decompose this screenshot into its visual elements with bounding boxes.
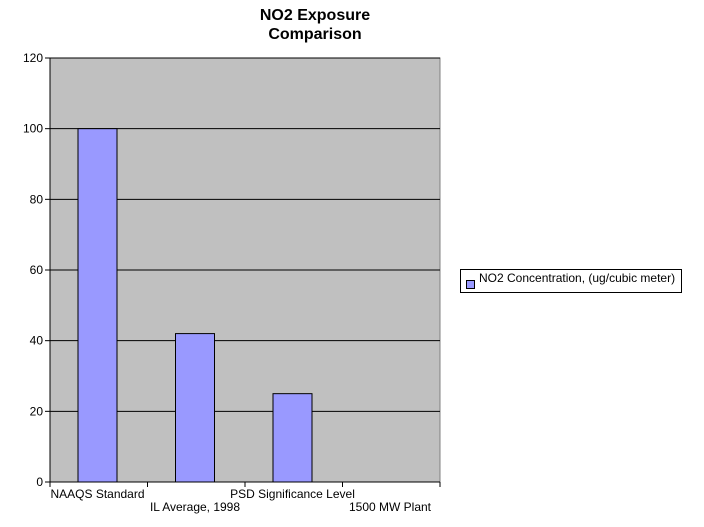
chart-title: NO2 Exposure Comparison bbox=[200, 6, 430, 44]
legend-label: NO2 Concentration, (ug/cubic meter) bbox=[479, 271, 676, 285]
y-tick-label: 60 bbox=[30, 263, 44, 277]
y-axis-ticks: 0 20 40 60 80 100 120 bbox=[23, 51, 50, 489]
y-tick-label: 80 bbox=[30, 192, 44, 206]
y-tick-label: 100 bbox=[23, 122, 43, 136]
y-tick-label: 0 bbox=[36, 475, 43, 489]
bar bbox=[272, 393, 313, 483]
y-tick-label: 20 bbox=[30, 404, 44, 418]
legend-swatch bbox=[466, 280, 475, 289]
chart-title-line-2: Comparison bbox=[268, 26, 362, 43]
axes bbox=[49, 58, 441, 487]
y-tick-label: 40 bbox=[30, 334, 44, 348]
y-tick-label: 120 bbox=[23, 51, 43, 65]
bar bbox=[77, 128, 118, 483]
bar-series bbox=[77, 128, 313, 483]
x-tick-label: NAAQS Standard bbox=[50, 487, 144, 501]
x-tick-label: 1500 MW Plant bbox=[349, 500, 432, 514]
x-tick-label: IL Average, 1998 bbox=[150, 500, 240, 514]
bar bbox=[175, 333, 215, 483]
legend: NO2 Concentration, (ug/cubic meter) bbox=[460, 269, 682, 293]
chart-title-line-1: NO2 Exposure bbox=[259, 7, 371, 24]
x-tick-label: PSD Significance Level bbox=[230, 487, 355, 501]
